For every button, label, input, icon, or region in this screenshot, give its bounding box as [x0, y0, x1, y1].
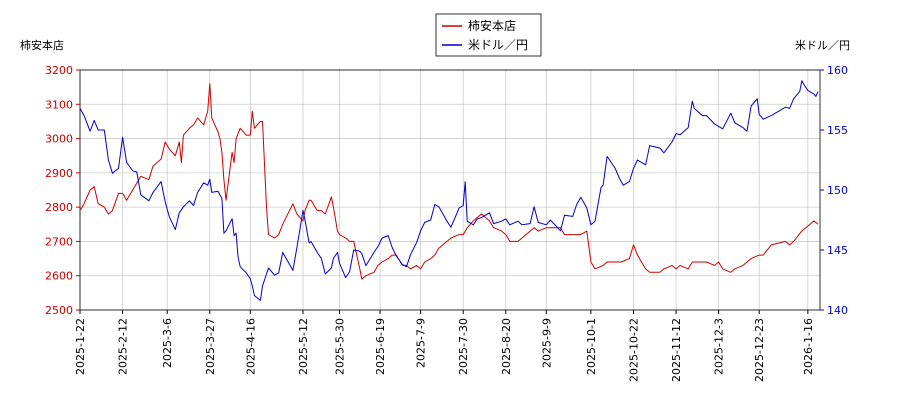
x-tick-label: 2025-10-22 [627, 318, 640, 382]
right-axis-label: 米ドル／円 [795, 39, 850, 52]
right-tick-label: 150 [827, 184, 848, 197]
x-tick-label: 2025-7-30 [457, 318, 470, 375]
x-tick-label: 2025-10-1 [585, 318, 598, 375]
left-tick-label: 2500 [45, 304, 73, 317]
x-tick-label: 2025-3-27 [204, 318, 217, 375]
series-line-kakiyasu [79, 83, 819, 280]
x-tick-label: 2025-4-16 [244, 318, 257, 375]
x-tick-label: 2025-12-23 [753, 318, 766, 382]
x-tick-label: 2025-9-9 [540, 318, 553, 368]
right-tick-label: 160 [827, 64, 848, 77]
right-tick-label: 145 [827, 244, 848, 257]
series-layer [79, 80, 819, 301]
left-tick-label: 2900 [45, 167, 73, 180]
left-tick-label: 3200 [45, 64, 73, 77]
x-tick-label: 2025-5-30 [334, 318, 347, 375]
left-tick-label: 2600 [45, 270, 73, 283]
right-y-axis: 140 145 150 155 160 [820, 64, 848, 317]
left-tick-label: 2700 [45, 235, 73, 248]
x-tick-label: 2025-12-3 [713, 318, 726, 375]
legend: 柿安本店 米ドル／円 [435, 13, 542, 57]
x-tick-label: 2025-5-12 [297, 318, 310, 375]
x-tick-label: 2025-2-12 [117, 318, 130, 375]
left-tick-label: 3000 [45, 133, 73, 146]
left-y-axis: 2500 2600 2700 2800 2900 3000 3100 3200 [45, 64, 80, 317]
x-tick-label: 2025-7-9 [415, 318, 428, 368]
x-axis: 2025-1-22 2025-2-12 2025-3-6 2025-3-27 2025-… [74, 310, 815, 382]
left-tick-label: 3100 [45, 98, 73, 111]
right-tick-label: 155 [827, 124, 848, 137]
x-tick-label: 2025-6-19 [374, 318, 387, 375]
legend-box [435, 13, 542, 57]
series-line-usdjpy [79, 80, 819, 301]
x-tick-label: 2025-8-20 [500, 318, 513, 375]
x-tick-label: 2025-11-12 [670, 318, 683, 382]
grid [79, 69, 820, 311]
legend-label-usdjpy: 米ドル／円 [468, 38, 528, 52]
x-tick-label: 2025-1-22 [74, 318, 87, 375]
x-tick-label: 2026-1-16 [802, 318, 815, 375]
x-tick-label: 2025-3-6 [161, 318, 174, 368]
right-tick-label: 140 [827, 304, 848, 317]
left-tick-label: 2800 [45, 201, 73, 214]
plot-area [79, 69, 821, 311]
legend-label-kakiyasu: 柿安本店 [468, 18, 516, 33]
left-axis-label: 柿安本店 [20, 38, 64, 52]
